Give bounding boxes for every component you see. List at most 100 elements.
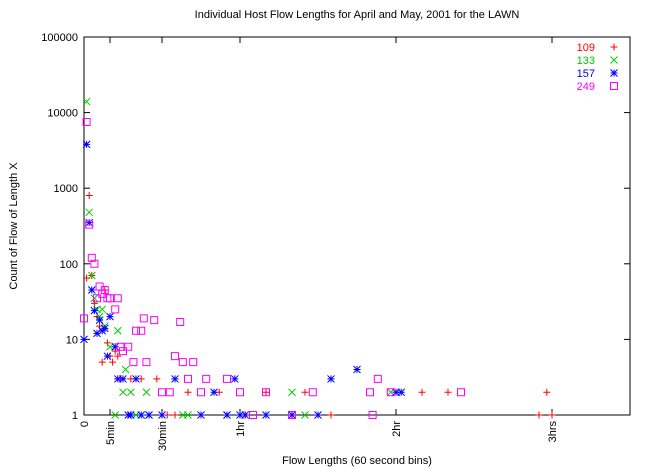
data-point xyxy=(301,388,309,396)
data-point xyxy=(100,286,109,295)
data-point xyxy=(165,388,174,397)
data-point xyxy=(139,314,148,323)
data-point xyxy=(85,208,94,217)
data-point xyxy=(85,192,93,200)
data-point xyxy=(114,352,122,360)
data-point xyxy=(241,411,250,419)
legend-marker xyxy=(610,56,618,64)
data-point xyxy=(197,388,205,397)
legend-marker xyxy=(610,43,618,51)
data-point xyxy=(93,294,101,303)
data-point xyxy=(132,375,140,383)
data-point xyxy=(327,375,335,383)
data-point xyxy=(137,411,146,419)
data-point xyxy=(113,294,122,303)
data-point xyxy=(145,411,153,419)
data-point xyxy=(106,312,114,321)
x-tick-label: 0 xyxy=(79,421,91,427)
data-point xyxy=(82,118,91,127)
data-point xyxy=(126,388,135,397)
data-point xyxy=(100,324,109,333)
data-point xyxy=(111,342,120,351)
data-point xyxy=(327,411,335,419)
x-tick-label: 3hrs xyxy=(547,421,559,443)
data-point xyxy=(210,388,218,397)
data-point xyxy=(119,375,127,383)
data-point xyxy=(82,140,91,149)
data-point xyxy=(109,358,117,366)
data-point xyxy=(223,374,231,383)
data-point xyxy=(113,326,122,335)
data-point xyxy=(119,347,127,356)
data-point xyxy=(308,388,317,397)
data-point xyxy=(262,388,270,396)
data-point xyxy=(314,411,322,419)
data-point xyxy=(184,411,192,419)
data-point xyxy=(236,411,244,419)
data-point xyxy=(386,388,395,397)
data-point xyxy=(82,97,91,106)
data-point xyxy=(288,411,296,419)
data-point xyxy=(171,411,179,419)
data-point xyxy=(171,352,179,361)
data-point xyxy=(262,388,270,397)
data-point xyxy=(113,375,122,383)
data-point xyxy=(150,316,159,325)
data-point xyxy=(111,411,120,419)
data-point xyxy=(392,388,400,397)
data-point xyxy=(90,294,99,303)
data-point xyxy=(249,411,257,419)
legend-label: 249 xyxy=(577,81,595,93)
legend-label: 133 xyxy=(577,55,595,67)
plot-frame xyxy=(83,36,631,416)
data-point xyxy=(142,388,151,397)
y-tick-label: 10 xyxy=(66,334,78,346)
data-point xyxy=(184,374,192,383)
y-tick-label: 100 xyxy=(60,259,78,271)
data-point xyxy=(85,218,94,227)
data-point xyxy=(171,375,179,383)
y-tick-label: 1000 xyxy=(54,183,78,195)
data-point xyxy=(103,352,112,361)
data-point xyxy=(197,411,205,419)
data-point xyxy=(301,411,309,419)
x-tick-label: 5min xyxy=(105,421,117,445)
chart-title: Individual Host Flow Lengths for April a… xyxy=(195,9,520,21)
data-point xyxy=(80,314,88,323)
data-point xyxy=(103,339,111,347)
legend-marker xyxy=(610,69,618,77)
data-point xyxy=(236,388,244,397)
y-axis-label: Count of Flow of Length X xyxy=(8,162,20,290)
data-point xyxy=(106,294,114,303)
data-point xyxy=(444,388,452,396)
data-point xyxy=(90,299,98,307)
data-point xyxy=(90,306,99,315)
x-tick-label: 30min xyxy=(157,421,169,451)
data-point xyxy=(119,388,127,397)
legend-label: 109 xyxy=(577,42,595,54)
data-point xyxy=(129,358,138,367)
x-axis-label: Flow Lengths (60 second bins) xyxy=(282,455,432,467)
data-point xyxy=(98,289,107,298)
data-point xyxy=(116,342,125,351)
data-point xyxy=(85,220,94,229)
data-point xyxy=(457,388,465,397)
data-point xyxy=(397,388,406,397)
data-point xyxy=(548,411,556,419)
data-point xyxy=(137,326,146,335)
data-point xyxy=(535,411,543,419)
data-point xyxy=(158,411,166,419)
data-point xyxy=(93,329,101,338)
data-point xyxy=(126,411,135,419)
data-point xyxy=(121,365,130,374)
data-point xyxy=(288,388,296,397)
data-point xyxy=(80,335,88,344)
data-point xyxy=(176,317,185,326)
data-point xyxy=(353,365,361,374)
x-tick-label: 1hr xyxy=(235,421,247,437)
data-point xyxy=(98,305,107,314)
x-tick-label: 2hr xyxy=(391,421,403,437)
y-tick-label: 100000 xyxy=(41,32,78,44)
data-point xyxy=(90,259,99,268)
